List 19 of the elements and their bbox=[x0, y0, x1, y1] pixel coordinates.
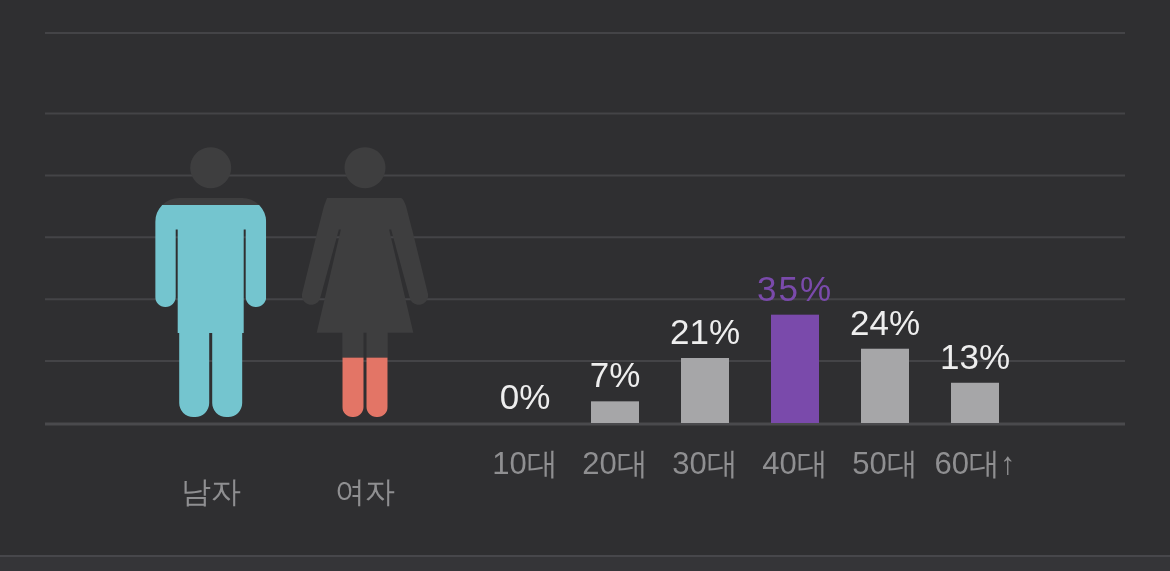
bar bbox=[861, 348, 909, 423]
bar bbox=[681, 358, 729, 423]
x-tick-label: 60대↑ bbox=[934, 446, 1016, 481]
data-label: 13% bbox=[939, 336, 1011, 376]
bar bbox=[591, 401, 639, 423]
data-label: 0% bbox=[499, 377, 551, 416]
bar bbox=[951, 382, 999, 423]
x-tick-label: 20대 bbox=[582, 446, 648, 481]
x-tick-label: 40대 bbox=[762, 446, 828, 481]
x-tick-label: 여자 bbox=[335, 475, 395, 508]
x-tick-label: 30대 bbox=[672, 446, 738, 481]
bar bbox=[771, 314, 819, 423]
x-tick-label: 50대 bbox=[852, 446, 918, 481]
data-label: 35% bbox=[756, 268, 834, 308]
data-label: 21% bbox=[669, 312, 741, 351]
x-tick-label: 남자 bbox=[180, 475, 241, 508]
x-tick-label: 10대 bbox=[492, 446, 558, 481]
data-label: 7% bbox=[589, 355, 641, 395]
data-label: 24% bbox=[849, 302, 921, 342]
